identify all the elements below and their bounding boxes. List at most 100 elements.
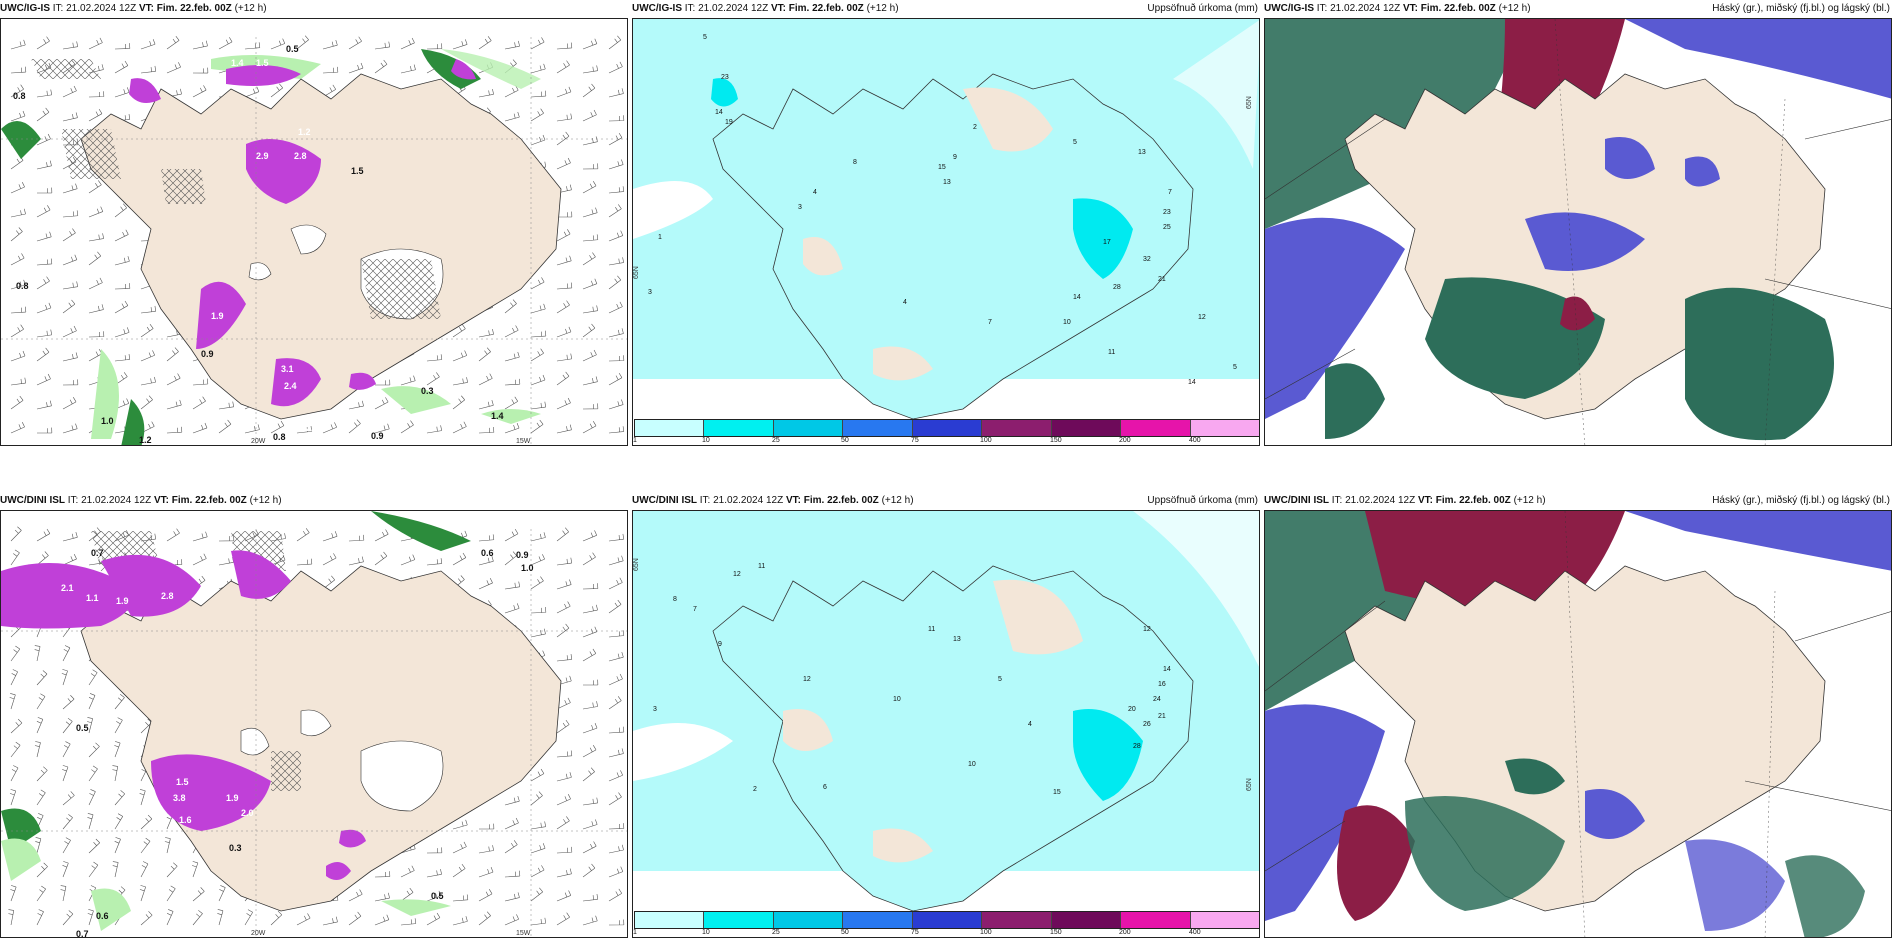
wind-barb <box>400 64 416 74</box>
wind-barb <box>426 354 443 362</box>
wind-barb <box>556 846 573 854</box>
wind-barb <box>36 347 50 362</box>
wind-barb <box>530 37 545 50</box>
value-label: 7 <box>693 606 697 613</box>
wind-barb <box>140 324 154 338</box>
colorbar-swatch <box>773 912 844 928</box>
wind-barb <box>140 350 155 362</box>
value-label: 26 <box>1143 721 1151 728</box>
wind-barb <box>192 910 203 926</box>
wind-barb <box>62 85 77 98</box>
wind-barb <box>556 697 571 710</box>
value-label: 11 <box>758 563 765 570</box>
panel-header: UWC/DINI ISL IT: 21.02.2024 12Z VT: Fim.… <box>1264 492 1892 510</box>
wind-barb <box>140 814 153 830</box>
wind-barb <box>348 419 361 434</box>
wind-barb <box>192 553 207 566</box>
wind-barb <box>608 651 624 662</box>
wind-barb <box>608 577 623 590</box>
wind-barb <box>582 252 596 266</box>
precip-map[interactable]: 5 23 14 19 3 4 8 15 13 9 2 5 13 7 17 32 … <box>632 18 1260 446</box>
iceland-land <box>712 565 1194 912</box>
it-value: 21.02.2024 12Z <box>66 3 137 14</box>
wind-barb <box>530 401 547 410</box>
wind-barb <box>244 86 260 98</box>
it-label: IT: <box>684 3 696 14</box>
wind-barb <box>192 531 208 542</box>
wind-barb <box>9 693 16 710</box>
wind-barb <box>348 889 363 902</box>
wind-barb <box>608 426 625 434</box>
panel-header: UWC/IG-IS IT: 21.02.2024 12Z VT: Fim. 22… <box>1264 0 1892 18</box>
value-label: 5 <box>1073 139 1077 146</box>
value-label: 0.5 <box>431 891 444 901</box>
value-label: 8 <box>853 159 857 166</box>
wind-barb <box>478 347 491 362</box>
value-label: 0.8 <box>273 432 286 442</box>
wind-barb <box>60 885 67 902</box>
wind-barb <box>10 549 20 566</box>
wind-barb <box>608 555 624 566</box>
wind-barb <box>374 871 391 878</box>
value-label: 5 <box>998 676 1002 683</box>
wind-barb <box>88 331 105 338</box>
wind-barb <box>582 893 599 902</box>
wind-barb <box>478 400 494 410</box>
model-name: UWC/DINI ISL <box>1264 495 1329 506</box>
value-label: 0.6 <box>481 548 494 558</box>
it-label: IT: <box>1331 495 1343 506</box>
colorbar-swatch <box>704 420 774 436</box>
wind-barb <box>10 885 17 902</box>
value-label: 1.4 <box>491 411 504 421</box>
wind-barb <box>10 377 27 386</box>
wind-barb <box>62 397 77 410</box>
wind-barb <box>478 866 494 878</box>
wind-barb <box>530 374 546 386</box>
wind-barb <box>608 630 625 638</box>
panel-dini-cloud: UWC/DINI ISL IT: 21.02.2024 12Z VT: Fim.… <box>1264 492 1892 938</box>
precip-map[interactable]: 12 11 8 7 13 11 10 12 5 4 24 26 20 21 28… <box>632 510 1260 938</box>
wind-barb <box>530 63 546 74</box>
wind-barb <box>504 603 520 614</box>
wind-barb <box>582 648 597 662</box>
value-label: 1.5 <box>256 58 269 68</box>
iceland-land <box>712 73 1194 420</box>
wind-barb <box>608 726 625 734</box>
wind-barb <box>348 911 362 926</box>
wind-barb <box>374 529 389 542</box>
value-label: 16 <box>1158 681 1166 688</box>
it-value: 21.02.2024 12Z <box>713 495 784 506</box>
wind-barb <box>582 797 599 806</box>
wind-barb <box>556 623 570 638</box>
wind-barb <box>504 299 517 314</box>
value-label: 6 <box>823 784 827 791</box>
wind-barb <box>582 163 599 170</box>
wind-barb <box>400 420 414 434</box>
colorbar-label: 400 <box>1189 929 1201 936</box>
wind-barb <box>10 208 26 218</box>
wind-barb <box>166 399 182 410</box>
colorbar-swatch <box>982 420 1052 436</box>
panel-dini-precip: UWC/DINI ISL IT: 21.02.2024 12Z VT: Fim.… <box>632 492 1260 938</box>
wind-barb <box>556 353 573 362</box>
wind-barb <box>556 211 573 218</box>
value-label: 0.6 <box>96 911 109 921</box>
wind-barb <box>114 229 129 242</box>
wind-barb <box>504 351 520 362</box>
wind-map[interactable]: 0.8 0.9 1.4 1.5 0.5 2.9 2.8 1.5 1.2 0.8 … <box>0 18 628 446</box>
colorbar-swatch <box>843 420 913 436</box>
wind-barb <box>296 426 313 434</box>
wind-barb <box>114 283 131 290</box>
cloud-map[interactable] <box>1264 510 1892 938</box>
wind-barb <box>9 789 17 806</box>
cloud-map[interactable] <box>1264 18 1892 446</box>
lead-time: (+12 h) <box>1498 3 1531 14</box>
it-value: 21.02.2024 12Z <box>81 495 152 506</box>
wind-barb <box>530 628 546 638</box>
value-label: 7 <box>988 319 992 326</box>
wind-map[interactable]: 0.7 0.6 0.9 1.0 2.1 1.1 1.9 2.8 0.5 3.8 … <box>0 510 628 938</box>
wind-barb <box>62 352 78 362</box>
wind-barb <box>114 60 129 74</box>
colorbar-label: 1 <box>633 437 637 444</box>
precip-map-svg: 5 23 14 19 3 4 8 15 13 9 2 5 13 7 17 32 … <box>633 19 1259 445</box>
